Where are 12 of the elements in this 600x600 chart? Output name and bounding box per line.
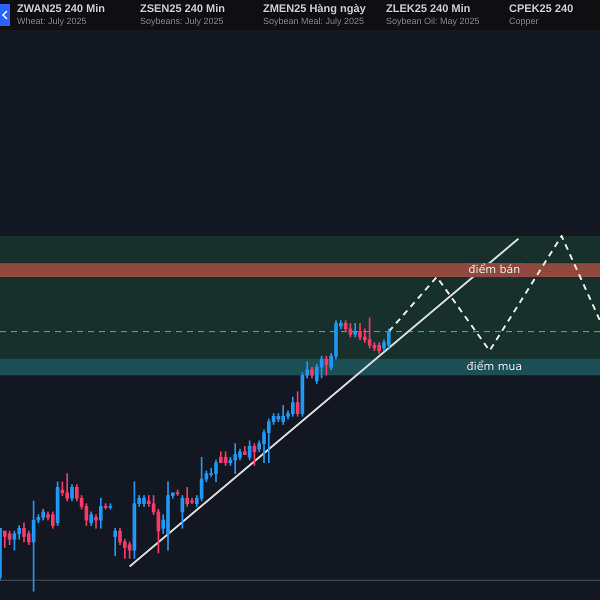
text: Soybean Oil: May 2025 bbox=[386, 16, 481, 27]
text: Soybean Meal: July 2025 bbox=[263, 16, 366, 27]
text: ZLEK25 240 Min bbox=[386, 3, 472, 16]
text: Wheat: July 2025 bbox=[17, 16, 88, 27]
band-label: điểm mua bbox=[466, 360, 522, 373]
text: CPEK25 240 bbox=[509, 3, 574, 16]
text: Soybeans: July 2025 bbox=[140, 16, 225, 27]
band-label: điểm bán bbox=[468, 262, 520, 276]
text: ZWAN25 240 Min bbox=[17, 3, 106, 16]
text: Copper bbox=[509, 16, 540, 27]
text: ZMEN25 Hàng ngày bbox=[263, 3, 367, 16]
text: ZSEN25 240 Min bbox=[140, 3, 226, 16]
